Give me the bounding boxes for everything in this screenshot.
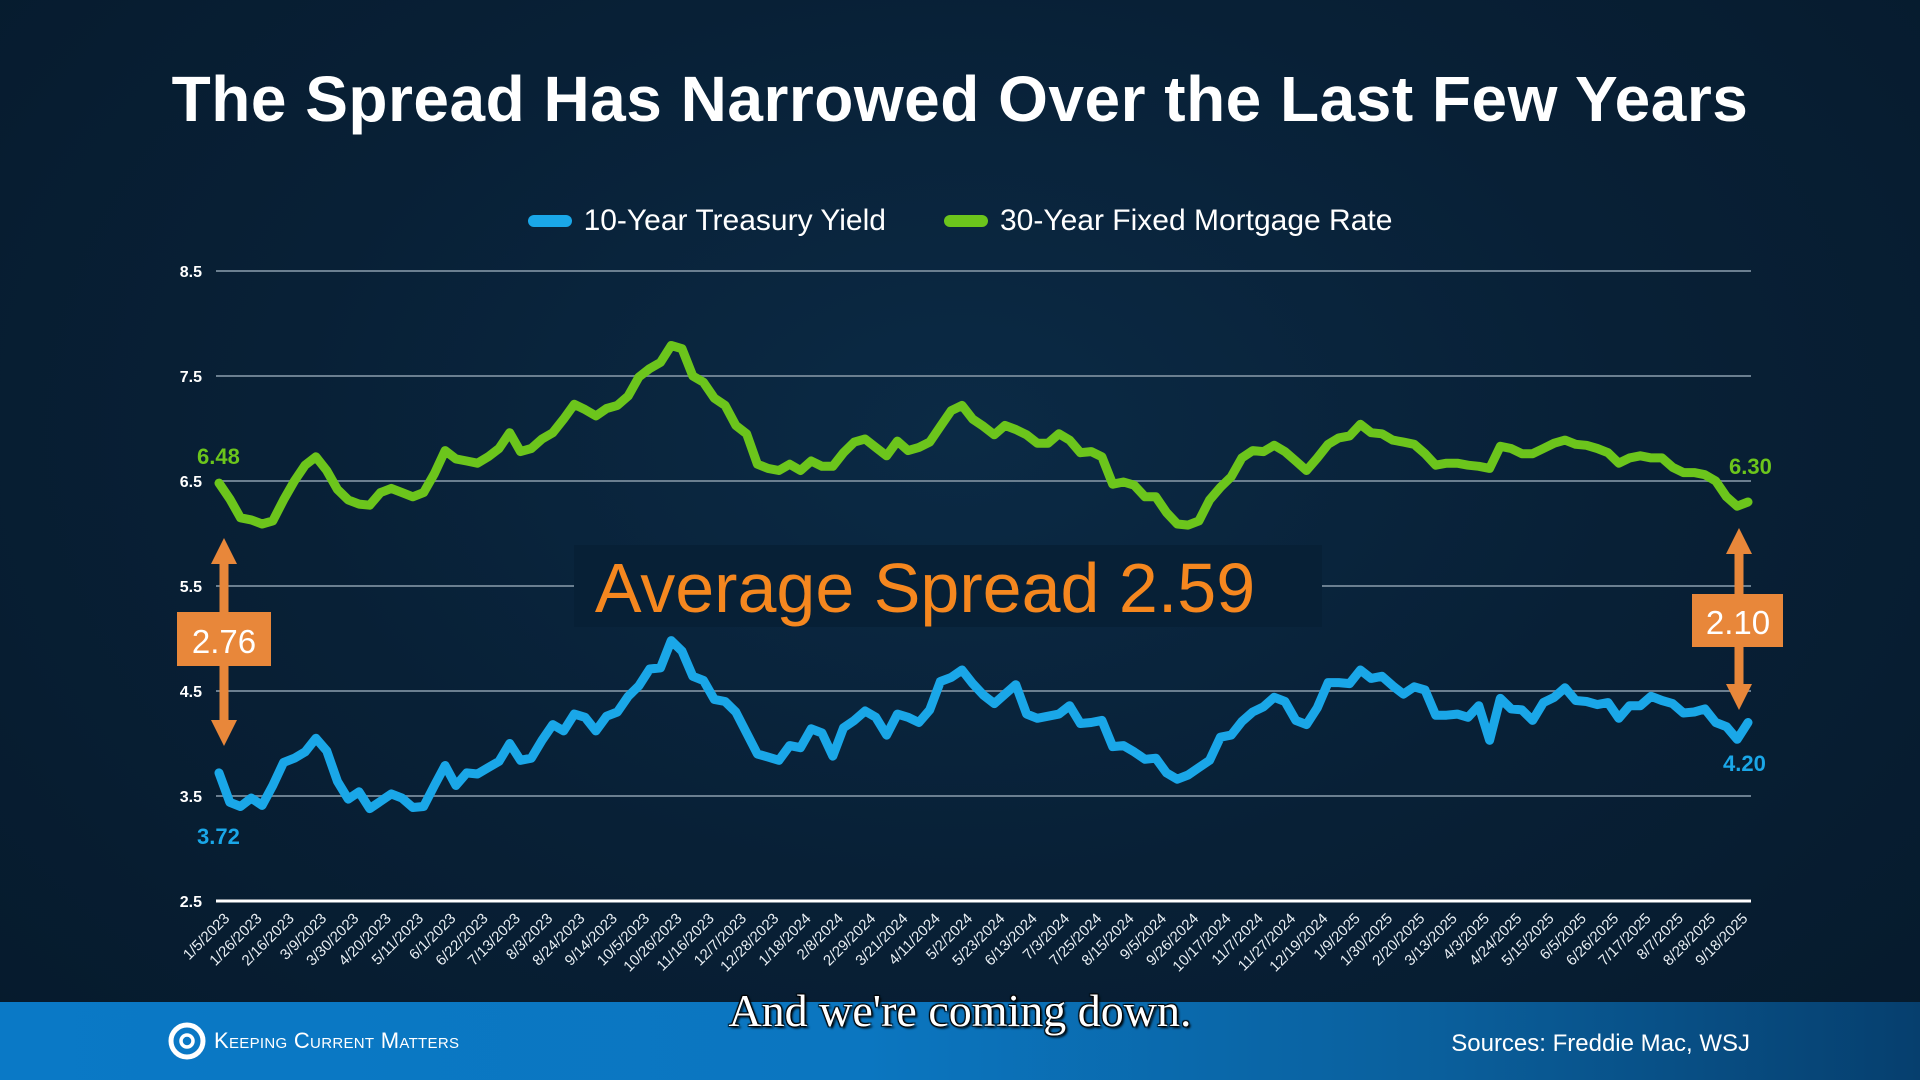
swirl-logo-icon xyxy=(168,1022,206,1060)
sources-text: Sources: Freddie Mac, WSJ xyxy=(1451,1030,1750,1057)
series-lines xyxy=(214,341,1753,814)
legend-item-mortgage: 30-Year Fixed Mortgage Rate xyxy=(943,204,1393,238)
chart-title: The Spread Has Narrowed Over the Last Fe… xyxy=(171,63,1749,135)
legend: 10-Year Treasury Yield 30-Year Fixed Mor… xyxy=(0,204,1920,238)
10-year-treasury-yield-line xyxy=(214,636,1753,814)
y-tick-label: 8.5 xyxy=(180,264,202,281)
brand-name: Keeping Current Matters xyxy=(214,1028,460,1053)
start-treasury-label: 3.72 xyxy=(197,824,240,849)
start-spread-arrow-down-head xyxy=(211,720,237,746)
y-tick-label: 7.5 xyxy=(180,369,202,386)
legend-item-treasury: 10-Year Treasury Yield xyxy=(527,204,886,238)
start-spread-arrow: 2.76 xyxy=(177,538,271,746)
end-treasury-label: 4.20 xyxy=(1723,751,1766,776)
x-axis-ticks: 1/5/20231/26/20232/16/20233/9/20233/30/2… xyxy=(180,910,1752,975)
average-spread-background xyxy=(574,545,1322,627)
subtitle-caption: And we're coming down. xyxy=(728,985,1192,1036)
gridlines xyxy=(216,270,1751,903)
y-tick-label: 3.5 xyxy=(180,789,202,806)
end-spread-value: 2.10 xyxy=(1706,604,1770,641)
end-spread-arrow-up-head xyxy=(1726,528,1752,554)
end-spread-arrow-down-head xyxy=(1726,684,1752,710)
end-mortgage-label: 6.30 xyxy=(1729,454,1772,479)
legend-label-mortgage: 30-Year Fixed Mortgage Rate xyxy=(999,204,1393,237)
average-spread-group: Average Spread 2.59 xyxy=(574,545,1322,627)
legend-swatch-treasury xyxy=(527,215,572,227)
y-tick-label: 4.5 xyxy=(180,684,202,701)
y-tick-label: 6.5 xyxy=(180,474,202,491)
footer-bar: Keeping Current Matters Sources: Freddie… xyxy=(0,1002,1920,1080)
average-spread-label: Average Spread 2.59 xyxy=(595,549,1255,627)
legend-swatch-mortgage xyxy=(943,215,988,227)
30-year-fixed-mortgage-rate-line xyxy=(214,341,1753,530)
y-tick-label: 2.5 xyxy=(180,894,202,911)
start-mortgage-label: 6.48 xyxy=(197,444,240,469)
y-tick-label: 5.5 xyxy=(180,579,202,596)
start-spread-arrow-up-head xyxy=(211,538,237,564)
start-spread-value: 2.76 xyxy=(192,623,256,660)
end-spread-box xyxy=(1692,594,1783,647)
brand-logo: Keeping Current Matters xyxy=(168,1022,459,1060)
y-axis-ticks: 8.5 7.5 6.5 5.5 4.5 3.5 2.5 xyxy=(180,264,202,911)
end-spread-arrow: 2.10 xyxy=(1692,528,1783,710)
legend-label-treasury: 10-Year Treasury Yield xyxy=(583,204,886,237)
start-spread-box xyxy=(177,612,271,666)
